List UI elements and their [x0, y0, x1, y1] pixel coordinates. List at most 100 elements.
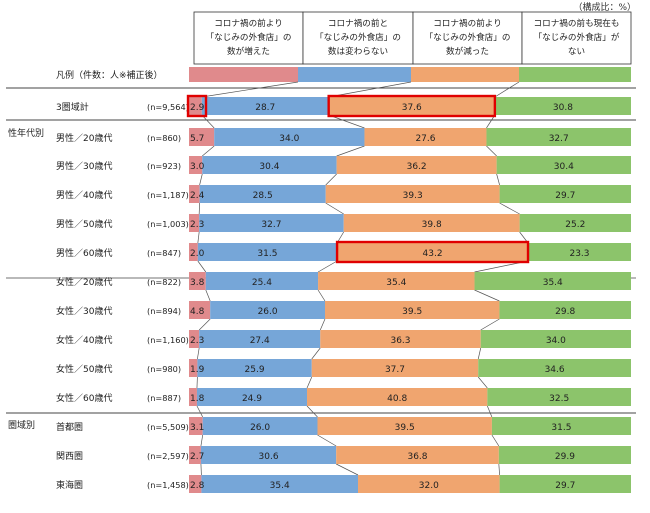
- row-n: (n=1,187): [147, 190, 189, 200]
- column-header-text: 「なじみの外食店」の: [315, 31, 401, 43]
- bar-segment: [320, 330, 481, 348]
- bar-segment: [364, 128, 487, 146]
- data-label: 2.3: [190, 220, 204, 230]
- row-n: (n=894): [147, 306, 181, 316]
- data-label: 34.0: [546, 336, 566, 346]
- data-label: 2.9: [190, 103, 205, 113]
- group-label: 性年代別: [8, 127, 44, 139]
- unit-note: （構成比：%）: [573, 1, 636, 13]
- bar-segment: [189, 97, 202, 115]
- connector-line: [480, 318, 500, 331]
- data-label: 1.8: [190, 394, 205, 404]
- data-label: 1.9: [190, 365, 205, 375]
- data-label: 5.7: [190, 134, 204, 144]
- data-label: 25.2: [565, 220, 585, 230]
- connector-line: [319, 318, 326, 331]
- bar-segment: [189, 417, 203, 435]
- data-label: 2.4: [190, 191, 205, 201]
- data-label: 32.7: [261, 220, 281, 230]
- row-n: (n=1,160): [147, 335, 189, 345]
- connector-line: [197, 347, 200, 360]
- bar-segment: [197, 243, 338, 261]
- bar-segment: [486, 128, 631, 146]
- row-n: (n=847): [147, 248, 181, 258]
- legend-swatch-3: [411, 67, 519, 82]
- connector-line: [494, 81, 520, 98]
- group-label: 圏域別: [8, 419, 35, 431]
- connector-line: [317, 289, 326, 302]
- bar-segment: [189, 214, 200, 232]
- bar-segment: [189, 185, 200, 203]
- bar-segment: [328, 97, 495, 115]
- bar-segment: [474, 272, 631, 290]
- row-n: (n=860): [147, 133, 181, 143]
- connector-line: [336, 463, 359, 476]
- data-label: 29.8: [555, 307, 575, 317]
- connector-line: [196, 405, 203, 418]
- data-label: 23.3: [569, 249, 589, 259]
- connector-line: [325, 202, 344, 215]
- connector-line: [200, 434, 204, 447]
- bar-segment: [337, 243, 529, 261]
- bar-segment: [318, 272, 475, 290]
- bar-segment: [196, 388, 308, 406]
- data-label: 4.8: [190, 307, 205, 317]
- data-label: 27.4: [250, 336, 270, 346]
- connector-line: [487, 405, 493, 418]
- bar-segment: [480, 330, 631, 348]
- data-label: 32.7: [549, 134, 569, 144]
- data-label: 3.8: [190, 278, 205, 288]
- column-header-text: コロナ禍の前と: [328, 17, 388, 29]
- bar-segment: [343, 214, 520, 232]
- bar-segment: [199, 330, 321, 348]
- bar-segment: [210, 301, 325, 319]
- data-label: 37.7: [385, 365, 405, 375]
- column-header-text: 数が減った: [446, 45, 489, 57]
- bar-segment: [336, 156, 497, 174]
- data-label: 30.8: [553, 103, 573, 113]
- data-label: 30.4: [259, 162, 279, 172]
- connector-line: [491, 434, 500, 447]
- data-label: 2.3: [190, 336, 204, 346]
- row-n: (n=1,003): [147, 219, 189, 229]
- connector-line: [477, 376, 488, 389]
- data-label: 24.9: [242, 394, 262, 404]
- data-label: 27.6: [415, 134, 435, 144]
- row-n: (n=923): [147, 161, 181, 171]
- connector-line: [325, 173, 337, 186]
- bar-segment: [189, 388, 197, 406]
- data-label: 30.4: [554, 162, 574, 172]
- connector-line: [328, 81, 412, 98]
- connector-line: [474, 289, 500, 302]
- data-label: 26.0: [250, 423, 270, 433]
- row-label: 女性／50歳代: [56, 363, 112, 375]
- column-header-text: コロナ禍の前より: [214, 17, 283, 29]
- bar-segment: [199, 185, 326, 203]
- row-n: (n=1,458): [147, 480, 189, 490]
- bar-segment: [494, 97, 631, 115]
- column-header-text: ない: [568, 46, 585, 57]
- data-label: 40.8: [387, 394, 407, 404]
- connector-line: [198, 318, 211, 331]
- bar-segment: [197, 359, 312, 377]
- bar-segment: [498, 446, 631, 464]
- data-label: 2.0: [190, 249, 205, 259]
- connector-line: [317, 434, 337, 447]
- bar-segment: [199, 214, 344, 232]
- column-header-text: 数が増えた: [227, 45, 270, 57]
- bar-segment: [189, 243, 198, 261]
- connector-line: [496, 173, 500, 186]
- bar-segment: [325, 301, 500, 319]
- data-label: 26.0: [258, 307, 278, 317]
- bar-segment: [496, 156, 631, 174]
- data-label: 36.2: [407, 162, 427, 172]
- connector-line: [202, 145, 215, 157]
- data-label: 29.9: [555, 452, 575, 462]
- data-label: 28.7: [255, 103, 275, 113]
- data-label: 31.5: [257, 249, 277, 259]
- data-label: 25.9: [245, 365, 265, 375]
- data-label: 43.2: [423, 249, 443, 259]
- bar-segment: [311, 359, 479, 377]
- column-header-text: 「なじみの外食店」が: [534, 31, 620, 43]
- row-n: (n=5,509): [147, 422, 189, 432]
